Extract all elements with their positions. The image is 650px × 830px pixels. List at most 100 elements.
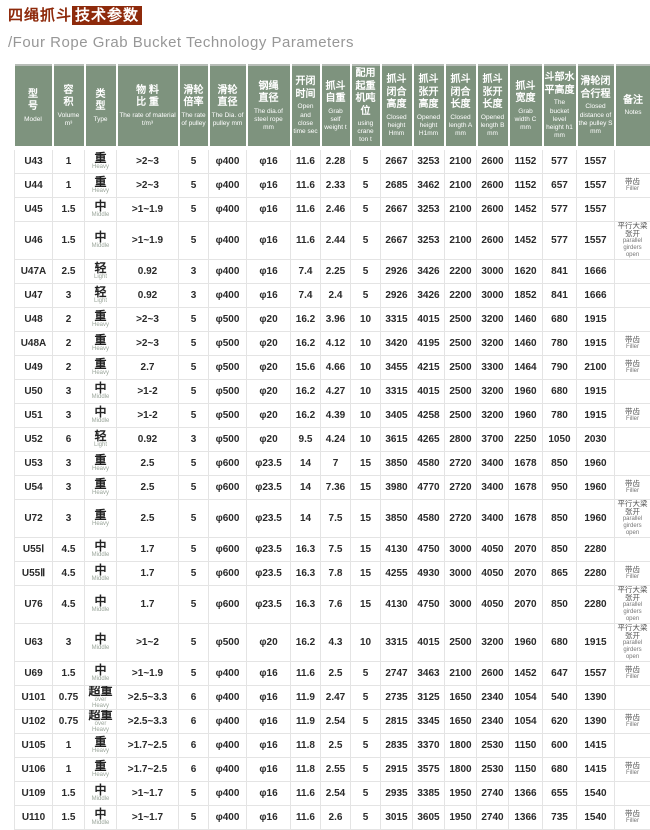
cell-rope_dia: φ20 [247,380,291,404]
cell-width: 1054 [509,686,543,710]
cell-volume: 0.75 [53,710,85,734]
cell-closed_l: 1800 [445,734,477,758]
cell-type-zh: 重 [86,455,115,466]
cell-stroke: 1415 [577,734,615,758]
cell-width: 1960 [509,624,543,662]
cell-closed_l: 2500 [445,332,477,356]
cell-width: 1460 [509,308,543,332]
cell-pulley_dia: φ600 [209,452,247,476]
cell-closed_l: 2200 [445,284,477,308]
cell-type-en: Light [86,298,115,304]
col-header-volume-zh: 容 积 [55,85,83,110]
cell-pulley_dia: φ400 [209,758,247,782]
cell-type-en: over Heavy [86,721,115,733]
cell-opened_h: 3125 [413,686,445,710]
cell-note-zh: 平行大梁张开 [616,500,649,516]
cell-crane: 15 [351,500,381,538]
cell-pulley_dia: φ400 [209,806,247,830]
cell-self_weight: 4.66 [321,356,351,380]
cell-crane: 10 [351,380,381,404]
cell-width: 2070 [509,586,543,624]
cell-note-en: Filler [616,770,649,777]
cell-level_h: 780 [543,332,577,356]
cell-closed_l: 2720 [445,452,477,476]
cell-note [615,538,650,562]
cell-type-en: Heavy [86,188,115,194]
cell-volume: 1 [53,758,85,782]
cell-type-en: Heavy [86,521,115,527]
cell-opened_h: 4258 [413,404,445,428]
cell-closed_l: 2200 [445,260,477,284]
cell-model: U69 [15,662,53,686]
cell-open_close: 11.9 [291,686,321,710]
cell-volume: 2.5 [53,260,85,284]
cell-type-en: Middle [86,576,115,582]
cell-open_close: 11.6 [291,782,321,806]
col-header-opened_h-zh: 抓斗 张开 高度 [415,74,443,112]
cell-type-en: Middle [86,645,115,651]
cell-type-zh: 重 [86,177,115,188]
cell-level_h: 735 [543,806,577,830]
col-header-opened_h-en: Opened height H1mm [415,114,443,138]
cell-rope_dia: φ20 [247,624,291,662]
cell-level_h: 577 [543,222,577,260]
cell-open_close: 11.6 [291,198,321,222]
cell-model: U45 [15,198,53,222]
cell-self_weight: 2.47 [321,686,351,710]
cell-model: U76 [15,586,53,624]
cell-material: >1-2 [117,404,179,428]
cell-note-en: Filler [616,368,649,375]
cell-material: 0.92 [117,428,179,452]
cell-closed_l: 1800 [445,758,477,782]
cell-open_close: 11.6 [291,662,321,686]
col-header-pulley_rate-en: The rate of pulley [181,112,207,128]
cell-closed_h: 2667 [381,148,413,174]
cell-pulley_dia: φ400 [209,686,247,710]
cell-opened_h: 3426 [413,260,445,284]
cell-self_weight: 2.54 [321,710,351,734]
col-header-rope_dia-en: The dia.of steel rope mm [249,108,289,132]
cell-type-zh: 中 [86,809,115,820]
cell-volume: 3 [53,452,85,476]
cell-pulley_rate: 5 [179,198,209,222]
cell-stroke: 1960 [577,452,615,476]
cell-crane: 10 [351,356,381,380]
cell-self_weight: 2.4 [321,284,351,308]
cell-opened_h: 3463 [413,662,445,686]
cell-closed_h: 2835 [381,734,413,758]
cell-self_weight: 2.25 [321,260,351,284]
cell-type-en: Middle [86,212,115,218]
col-header-type-zh: 类 型 [87,89,115,114]
cell-closed_h: 2735 [381,686,413,710]
cell-note [615,198,650,222]
cell-model: U55Ⅰ [15,538,53,562]
cell-open_close: 14 [291,500,321,538]
cell-closed_l: 1950 [445,806,477,830]
cell-opened_l: 2530 [477,734,509,758]
cell-open_close: 11.8 [291,734,321,758]
cell-closed_h: 3850 [381,452,413,476]
cell-note [615,734,650,758]
cell-closed_h: 2926 [381,284,413,308]
cell-note-zh: 平行大梁张开 [616,624,649,640]
cell-crane: 10 [351,404,381,428]
cell-opened_h: 4215 [413,356,445,380]
cell-pulley_dia: φ600 [209,538,247,562]
cell-model: U48 [15,308,53,332]
cell-width: 1460 [509,332,543,356]
